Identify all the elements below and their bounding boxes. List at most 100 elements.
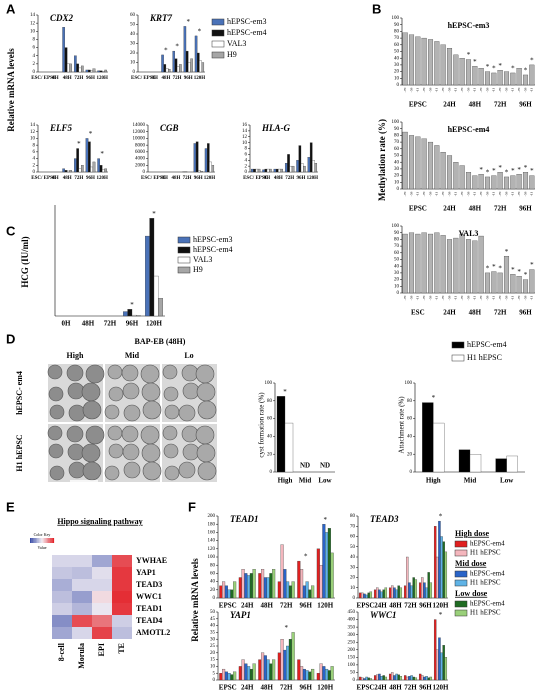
significance-star: * bbox=[530, 57, 534, 65]
bar bbox=[99, 70, 103, 73]
bar bbox=[393, 675, 396, 681]
x-tick-label: 72H bbox=[280, 684, 293, 692]
bar-label: -70 bbox=[479, 295, 483, 300]
x-tick-label: 120H bbox=[317, 602, 334, 610]
embryoid-body bbox=[197, 400, 217, 420]
bar bbox=[429, 676, 433, 681]
heatmap-cell bbox=[72, 555, 92, 567]
embryoid-body bbox=[85, 425, 105, 445]
heatmap-cell bbox=[112, 627, 132, 639]
x-tick-label: 48H bbox=[469, 309, 482, 317]
y-tick-label: 60 bbox=[394, 43, 400, 48]
legend-swatch bbox=[451, 354, 465, 362]
y-tick-label: 400 bbox=[348, 618, 356, 623]
significance-star: * bbox=[164, 47, 168, 55]
legend-swatch bbox=[177, 246, 191, 254]
bar bbox=[408, 676, 411, 681]
bar-label: -58 bbox=[409, 295, 413, 300]
bar bbox=[163, 64, 167, 73]
bar-label: -11 bbox=[530, 87, 534, 92]
bar-label: -70 bbox=[403, 191, 407, 196]
bar bbox=[302, 585, 306, 599]
bar bbox=[199, 60, 202, 73]
heatmap-row-label: YAP1 bbox=[136, 568, 156, 577]
bar bbox=[358, 592, 362, 599]
bar bbox=[183, 26, 187, 73]
bar-label: -11 bbox=[492, 295, 496, 300]
y-tick-label: 0 bbox=[143, 170, 146, 175]
x-tick-label: 72H bbox=[74, 176, 83, 181]
y-tick-label: 70 bbox=[350, 524, 356, 529]
x-tick-label: 48H bbox=[469, 101, 482, 109]
bar bbox=[446, 48, 453, 86]
bar bbox=[422, 402, 434, 473]
bar bbox=[440, 44, 446, 86]
x-tick-label: 96H bbox=[194, 176, 203, 181]
bar bbox=[158, 298, 163, 317]
legend-swatch bbox=[454, 570, 468, 578]
bar bbox=[465, 172, 472, 190]
heatmap-row-label: AMOTL2 bbox=[136, 628, 170, 637]
embryoid-body bbox=[104, 404, 120, 420]
heatmap-cell bbox=[112, 567, 132, 579]
bar bbox=[261, 569, 265, 599]
legend-swatch bbox=[211, 40, 225, 48]
y-tick-label: 30 bbox=[350, 565, 356, 570]
legend-label: VAL3 bbox=[227, 39, 246, 48]
legend-group-title: Low dose bbox=[455, 589, 488, 598]
bar bbox=[453, 162, 459, 190]
bar bbox=[497, 70, 503, 86]
bar bbox=[363, 593, 366, 599]
heatmap-cell bbox=[52, 603, 72, 615]
bar bbox=[308, 671, 312, 681]
y-tick-label: 150 bbox=[348, 655, 356, 660]
bar bbox=[395, 673, 398, 681]
x-tick-label: 48H bbox=[63, 176, 72, 181]
significance-star: * bbox=[517, 268, 521, 276]
y-tick-label: 200 bbox=[348, 648, 356, 653]
y-tick-label: 250 bbox=[348, 640, 356, 645]
bar-label: -70 bbox=[479, 87, 483, 92]
bar bbox=[384, 676, 388, 681]
bar bbox=[444, 657, 448, 681]
y-tick-label: 25 bbox=[210, 644, 216, 649]
heatmap-cell bbox=[112, 579, 132, 591]
embryoid-body bbox=[48, 443, 64, 459]
photo-column-label: Lo bbox=[184, 351, 193, 360]
color-key-title: Color Key bbox=[34, 532, 51, 537]
x-tick-label: ESC/ EPSC bbox=[141, 176, 167, 181]
x-tick-label: High bbox=[426, 477, 441, 485]
bar bbox=[291, 632, 295, 681]
y-tick-label: 100 bbox=[392, 224, 400, 229]
bar bbox=[402, 233, 408, 294]
y-tick-label: 10 bbox=[350, 586, 356, 591]
bar bbox=[62, 168, 65, 173]
bar bbox=[269, 168, 272, 173]
embryoid-body bbox=[181, 425, 199, 443]
x-tick-label: 72H bbox=[173, 76, 182, 81]
bar bbox=[309, 142, 313, 173]
embryoid-body bbox=[49, 465, 65, 481]
bar bbox=[427, 233, 434, 294]
embryoid-body bbox=[68, 404, 86, 422]
bar bbox=[330, 666, 334, 681]
y-tick-label: 35 bbox=[210, 631, 216, 636]
color-key-cell bbox=[48, 538, 50, 543]
bar-label: -70 bbox=[498, 191, 502, 196]
bar bbox=[472, 240, 478, 294]
significance-star: * bbox=[187, 18, 191, 26]
bar bbox=[408, 34, 415, 86]
y-tick-label: 50 bbox=[394, 50, 400, 55]
bar bbox=[510, 274, 516, 294]
embryoid-body bbox=[162, 425, 178, 441]
embryoid-body bbox=[108, 386, 124, 402]
bar bbox=[412, 676, 415, 681]
embryoid-body bbox=[163, 443, 179, 459]
bar bbox=[484, 272, 491, 294]
heatmap-cell bbox=[72, 591, 92, 603]
embryoid-body bbox=[123, 404, 141, 422]
bar bbox=[305, 581, 309, 599]
embryoid-body bbox=[107, 364, 123, 380]
embryoid-body bbox=[121, 425, 139, 443]
bar bbox=[288, 585, 292, 599]
